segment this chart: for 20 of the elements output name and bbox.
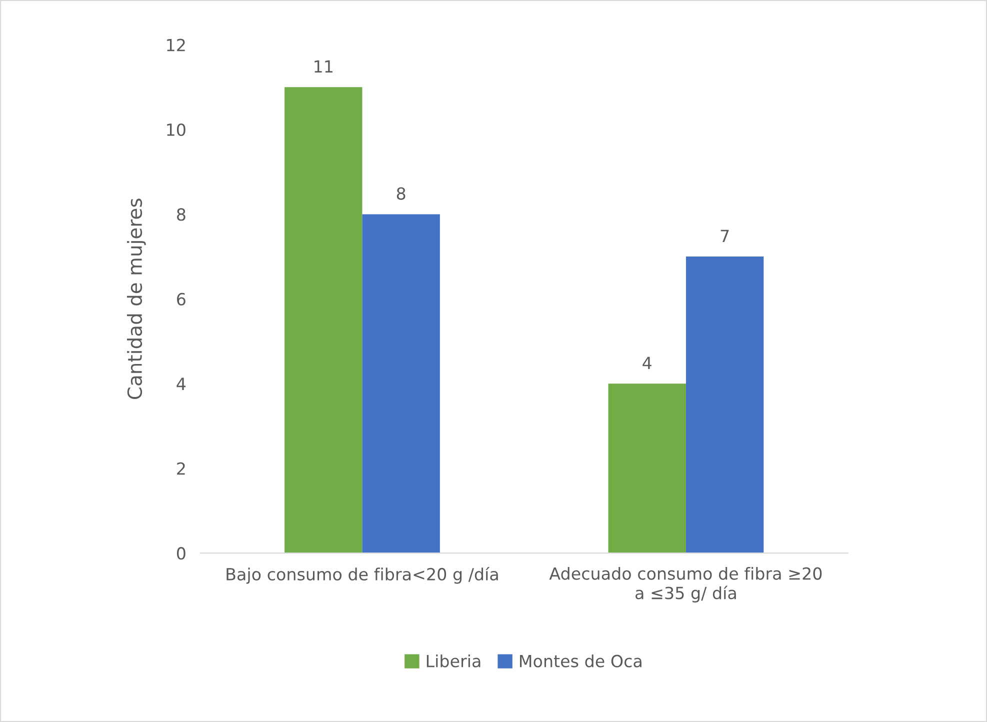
data-label: 8 <box>396 187 406 200</box>
y-tick-label: 12 <box>167 38 185 52</box>
bar <box>284 87 362 554</box>
bar <box>686 256 764 554</box>
x-tick-label: Adecuado consumo de fibra ≥20 a ≤35 g/ día <box>549 566 822 603</box>
y-tick-label: 0 <box>176 547 186 560</box>
bar <box>608 384 686 554</box>
bar <box>362 214 440 554</box>
x-tick-label: Bajo consumo de fibra<20 g /día <box>226 566 498 584</box>
y-tick-label: 10 <box>167 123 186 136</box>
y-tick-label: 8 <box>177 208 186 221</box>
data-label: 7 <box>720 230 729 242</box>
data-label: 11 <box>314 60 332 73</box>
legend-label: Montes de Oca <box>520 654 642 668</box>
y-tick-label: 4 <box>176 378 186 390</box>
y-tick-label: 6 <box>177 292 186 306</box>
data-label: 4 <box>642 356 652 370</box>
y-tick-label: 2 <box>177 462 185 475</box>
y-axis-title: Cantidad de mujeres <box>127 198 146 400</box>
legend-label: Liberia <box>426 654 480 668</box>
